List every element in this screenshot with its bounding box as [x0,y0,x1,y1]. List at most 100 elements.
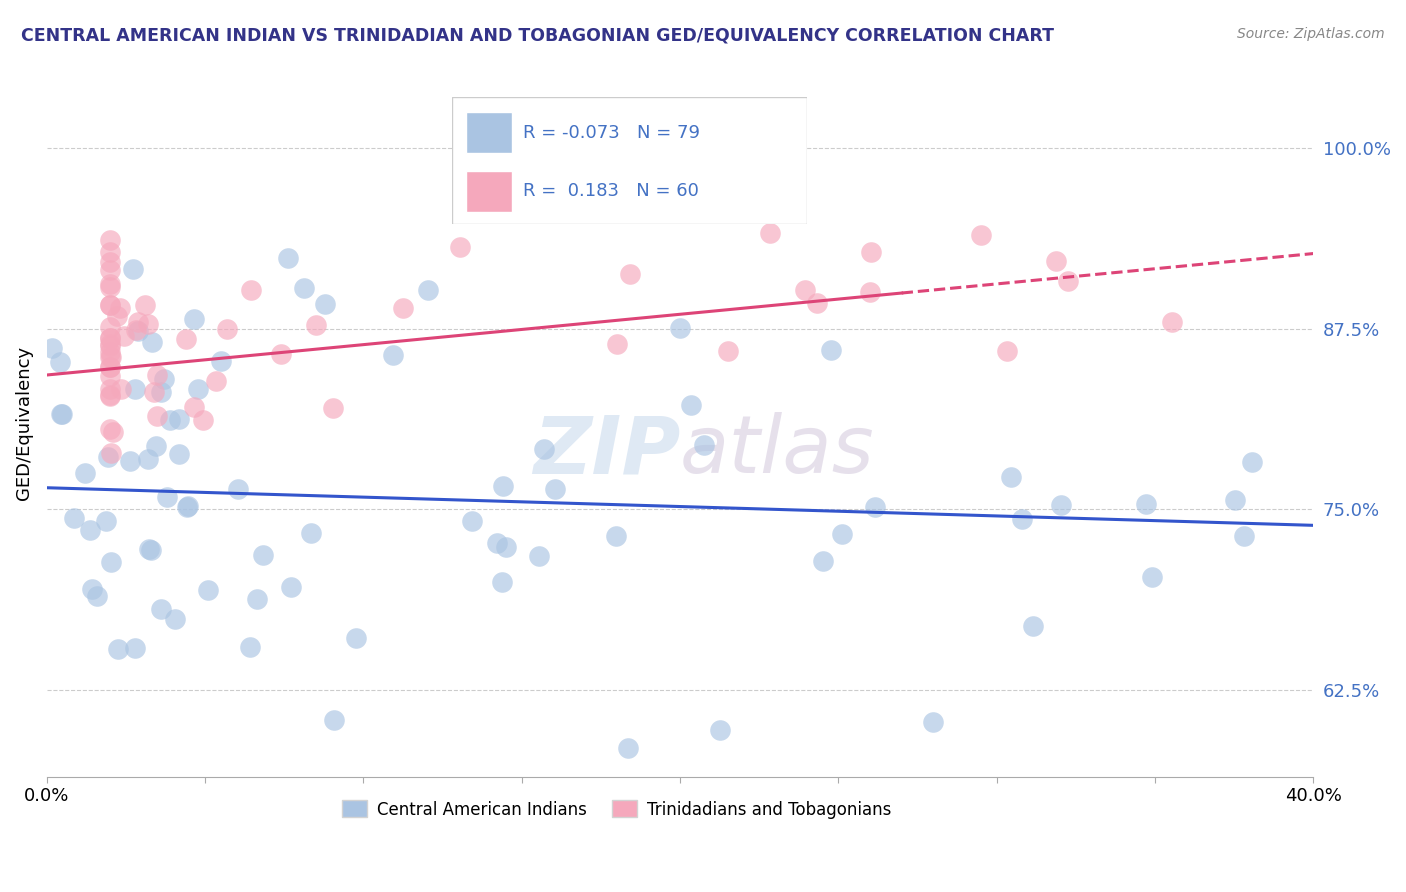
Point [98,345,121,359]
Point [98,233,121,247]
Point [280,581,302,595]
Point [246,591,269,606]
Point [381,348,404,362]
Point [107,309,129,323]
Point [527,549,550,564]
Point [820,343,842,358]
Point [205,374,228,388]
Point [314,297,336,311]
Point [344,631,367,645]
Point [96,514,118,528]
Point [859,245,882,260]
Point [277,251,299,265]
Point [239,283,262,297]
Point [491,575,513,590]
Point [759,227,782,241]
Point [299,525,322,540]
Point [1161,315,1184,329]
Point [174,332,197,346]
Point [679,170,702,185]
Point [124,640,146,655]
Point [134,298,156,312]
Point [709,723,731,737]
Point [1057,274,1080,288]
Y-axis label: GED/Equivalency: GED/Equivalency [15,345,32,500]
Point [98,359,121,374]
Point [793,283,815,297]
Point [183,400,205,414]
Point [98,298,121,312]
Point [859,285,882,299]
Point [107,641,129,656]
Point [150,602,173,616]
Point [323,713,346,727]
Point [226,482,249,496]
Point [167,447,190,461]
Point [98,277,121,292]
Point [98,244,121,259]
Point [98,263,121,277]
Point [98,331,121,345]
Point [98,360,121,375]
Point [270,347,292,361]
Point [98,337,121,351]
Point [165,612,187,626]
Point [176,499,198,513]
Point [806,295,828,310]
Point [1140,570,1163,584]
Point [544,483,567,497]
Point [41,341,63,355]
Point [98,351,121,365]
Point [1223,493,1246,508]
Point [1050,498,1073,512]
Point [138,317,160,331]
Text: Source: ZipAtlas.com: Source: ZipAtlas.com [1237,27,1385,41]
Point [492,479,515,493]
Point [1011,511,1033,525]
Point [136,451,159,466]
Point [98,389,121,403]
Point [118,453,141,467]
Text: ZIP: ZIP [533,412,681,490]
Point [49,355,72,369]
Point [831,527,853,541]
Point [79,523,101,537]
Point [669,321,692,335]
Point [461,514,484,528]
Point [292,281,315,295]
Point [146,368,169,383]
Point [100,350,122,364]
Point [970,227,993,242]
Point [98,382,121,396]
Point [176,500,198,515]
Point [98,279,121,293]
Point [141,335,163,350]
Point [63,511,86,525]
Point [51,407,73,421]
Point [1000,470,1022,484]
Point [217,322,239,336]
Point [98,255,121,269]
Point [533,442,555,457]
Point [1135,497,1157,511]
Point [717,344,740,359]
Point [617,741,640,756]
Point [811,553,834,567]
Point [73,466,96,480]
Point [98,339,121,353]
Point [145,439,167,453]
Point [1022,619,1045,633]
Point [863,500,886,515]
Point [416,283,439,297]
Point [159,413,181,427]
Point [98,331,121,345]
Point [995,344,1018,359]
Point [1232,529,1254,543]
Point [146,409,169,424]
Point [98,422,121,436]
Point [197,582,219,597]
Point [49,407,72,421]
Point [305,318,328,332]
Point [606,337,628,351]
Point [139,542,162,557]
